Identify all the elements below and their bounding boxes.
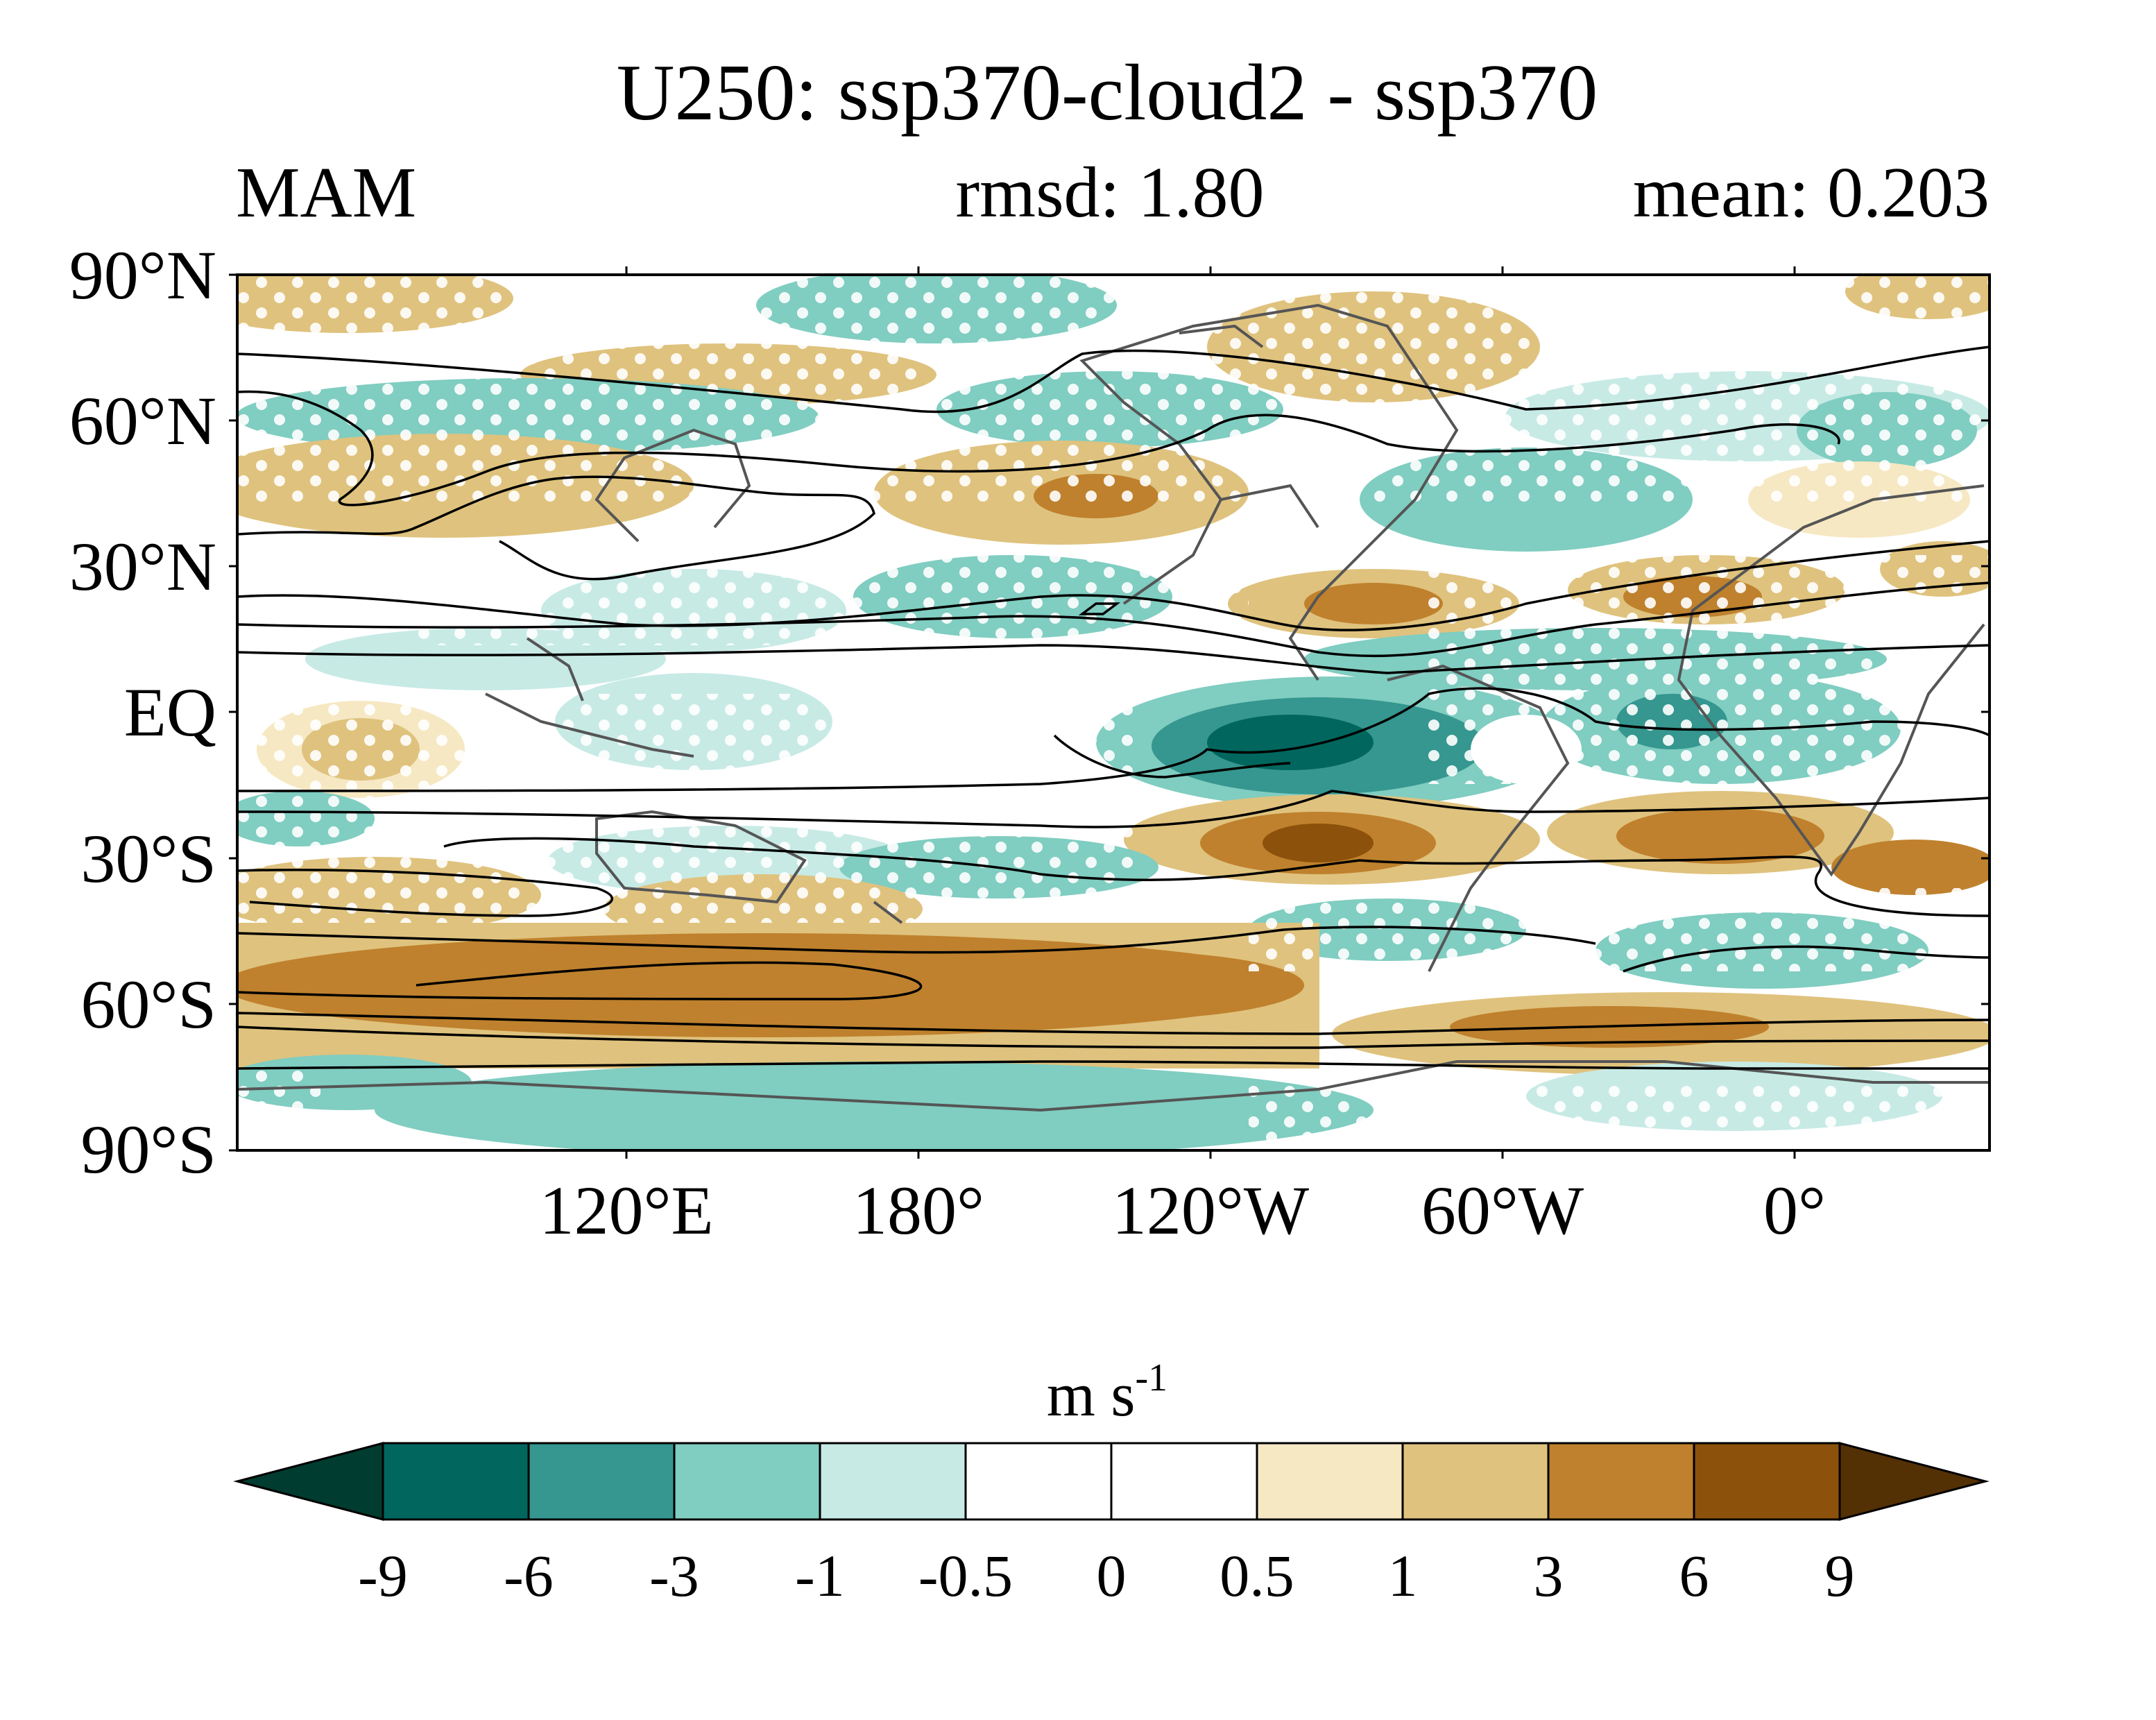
colorbar-label: -1 [795, 1542, 845, 1609]
colorbar-label: 3 [1534, 1542, 1564, 1609]
colorbar: m s-1 -9 -6 -3 -1 -0.5 0 0.5 1 3 6 9 [233, 1356, 1990, 1609]
colorbar-label: 0 [1097, 1542, 1127, 1609]
significance-stippling [237, 275, 1990, 1150]
coastlines [237, 303, 1990, 1112]
lat-label: 30°N [69, 528, 216, 605]
colorbar-box [1110, 1442, 1258, 1521]
lon-label: 60°W [1421, 1172, 1584, 1249]
lon-label: 0° [1763, 1172, 1826, 1249]
lon-label: 180° [853, 1172, 984, 1249]
colorbar-label: -9 [358, 1542, 408, 1609]
plot-title: U250: ssp370-cloud2 - ssp370 [617, 49, 1598, 137]
colorbar-box [964, 1442, 1113, 1521]
map-panel: 90°N 60°N 30°N EQ 30°S 60°S 90°S 120°E 1… [69, 237, 1991, 1249]
colorbar-label: 6 [1679, 1542, 1709, 1609]
colorbar-extend-high [1838, 1442, 1990, 1521]
colorbar-boxes [233, 1442, 1990, 1521]
lat-label: 90°N [69, 237, 216, 314]
colorbar-label: 1 [1388, 1542, 1418, 1609]
colorbar-box [1693, 1442, 1841, 1521]
axis-ticks [229, 266, 1990, 1159]
lat-label: 30°S [80, 820, 216, 897]
colorbar-box [1547, 1442, 1695, 1521]
colorbar-labels: -9 -6 -3 -1 -0.5 0 0.5 1 3 6 9 [358, 1542, 1854, 1609]
rmsd-label: rmsd: 1.80 [956, 153, 1265, 232]
colorbar-label: -6 [504, 1542, 554, 1609]
colorbar-box [527, 1442, 676, 1521]
season-label: MAM [236, 153, 416, 232]
lon-label: 120°W [1112, 1172, 1310, 1249]
colorbar-extend-low [233, 1442, 384, 1521]
lat-label: 60°S [80, 966, 216, 1043]
colorbar-box [1401, 1442, 1550, 1521]
colorbar-box [1256, 1442, 1404, 1521]
colorbar-label: -3 [649, 1542, 699, 1609]
colorbar-box [673, 1442, 821, 1521]
climatology-contours [237, 346, 1990, 1070]
lat-label: EQ [124, 674, 216, 751]
lon-label: 120°E [539, 1172, 713, 1249]
mean-label: mean: 0.203 [1633, 153, 1990, 232]
colorbar-units: m s-1 [1047, 1356, 1167, 1429]
lat-label: 60°N [69, 382, 216, 459]
colorbar-label: 0.5 [1220, 1542, 1294, 1609]
colorbar-box [819, 1442, 967, 1521]
colorbar-label: 9 [1825, 1542, 1855, 1609]
colorbar-label: -0.5 [918, 1542, 1013, 1609]
colorbar-box [382, 1442, 530, 1521]
lat-label: 90°S [80, 1111, 216, 1188]
